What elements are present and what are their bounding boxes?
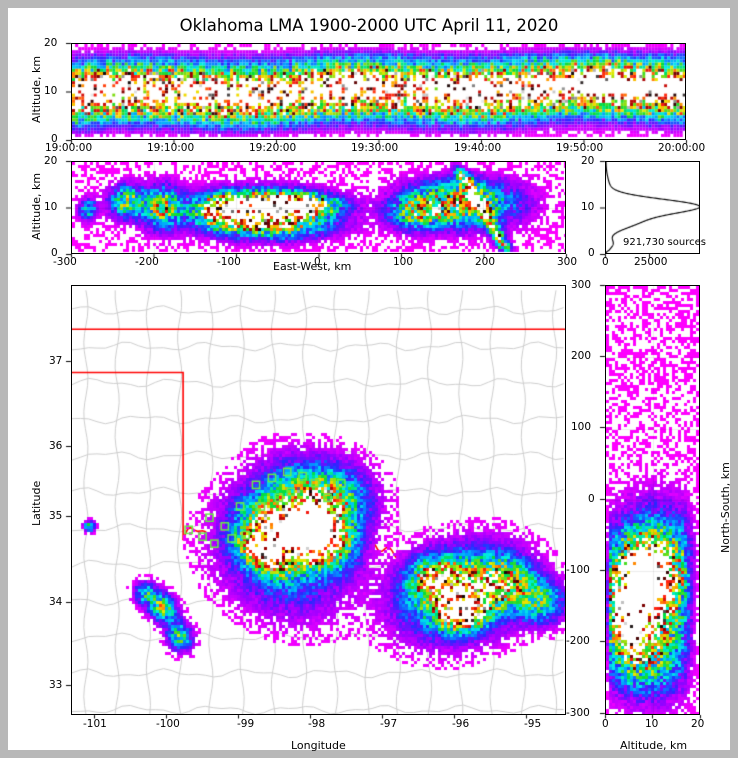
north-south-xlabel: Altitude, km [620, 739, 688, 752]
east-west-xtick-4: 100 [393, 256, 414, 268]
east-west-panel [71, 161, 566, 254]
ns-xtick-0: 0 [602, 718, 609, 730]
time-height-xtick-2: 19:20:00 [249, 142, 297, 154]
time-height-xtick-1: 19:10:00 [147, 142, 195, 154]
histogram-ytick-0: 0 [588, 247, 595, 259]
map-xtick-6: -95 [524, 718, 542, 730]
east-west-xtick-6: 300 [557, 256, 578, 268]
map-ytick-36: 36 [49, 440, 63, 452]
figure-canvas: Oklahoma LMA 1900-2000 UTC April 11, 202… [8, 8, 732, 752]
map-xtick-0: -101 [83, 718, 107, 730]
map-ytick-34: 34 [49, 596, 63, 608]
figure-title: Oklahoma LMA 1900-2000 UTC April 11, 202… [179, 16, 559, 35]
east-west-xtick-2: -100 [217, 256, 241, 268]
ns-xtick-10: 10 [645, 718, 659, 730]
histogram-source-count: 921,730 sources [623, 237, 706, 248]
time-height-ytick-20: 20 [44, 37, 58, 49]
time-height-ytick-10: 10 [44, 85, 58, 97]
histogram-ytick-20: 20 [581, 155, 595, 167]
map-xtick-4: -97 [380, 718, 398, 730]
histogram-xtick-25000: 25000 [634, 256, 668, 268]
map-ylabel: Latitude [30, 480, 43, 526]
time-height-panel [71, 43, 686, 140]
ns-ytick-200: 200 [571, 350, 592, 362]
north-south-heatmap [606, 286, 699, 714]
time-height-ylabel: Altitude, km [30, 55, 43, 123]
time-height-xtick-0: 19:00:00 [45, 142, 93, 154]
time-height-heatmap [72, 44, 685, 139]
ns-ytick-m200: -200 [566, 635, 590, 647]
map-ytick-33: 33 [49, 679, 63, 691]
time-height-xtick-3: 19:30:00 [351, 142, 399, 154]
map-ytick-35: 35 [49, 510, 63, 522]
east-west-ytick-20: 20 [44, 155, 58, 167]
east-west-xtick-0: -300 [53, 256, 77, 268]
east-west-xtick-5: 200 [475, 256, 496, 268]
ns-ytick-m300: -300 [566, 707, 590, 719]
map-ytick-37: 37 [49, 355, 63, 367]
map-xtick-5: -96 [452, 718, 470, 730]
east-west-xlabel: East-West, km [273, 260, 352, 273]
ns-ytick-0: 0 [588, 493, 595, 505]
ns-xtick-20: 20 [691, 718, 705, 730]
ns-ytick-300: 300 [571, 279, 592, 291]
map-xlabel: Longitude [291, 739, 346, 752]
map-xtick-1: -100 [156, 718, 180, 730]
east-west-xtick-1: -200 [135, 256, 159, 268]
north-south-ylabel: North-South, km [719, 462, 732, 553]
east-west-ytick-10: 10 [44, 201, 58, 213]
map-panel [71, 285, 566, 715]
map-heatmap [72, 286, 565, 714]
map-xtick-2: -99 [237, 718, 255, 730]
map-xtick-3: -98 [308, 718, 326, 730]
ns-ytick-100: 100 [571, 421, 592, 433]
time-height-xtick-6: 20:00:00 [658, 142, 706, 154]
ns-ytick-m100: -100 [566, 564, 590, 576]
histogram-xtick-0: 0 [602, 256, 609, 268]
east-west-heatmap [72, 162, 565, 253]
time-height-xtick-5: 19:50:00 [556, 142, 604, 154]
histogram-ytick-10: 10 [581, 201, 595, 213]
time-height-xtick-4: 19:40:00 [454, 142, 502, 154]
east-west-ylabel: Altitude, km [30, 172, 43, 240]
north-south-panel [605, 285, 700, 715]
